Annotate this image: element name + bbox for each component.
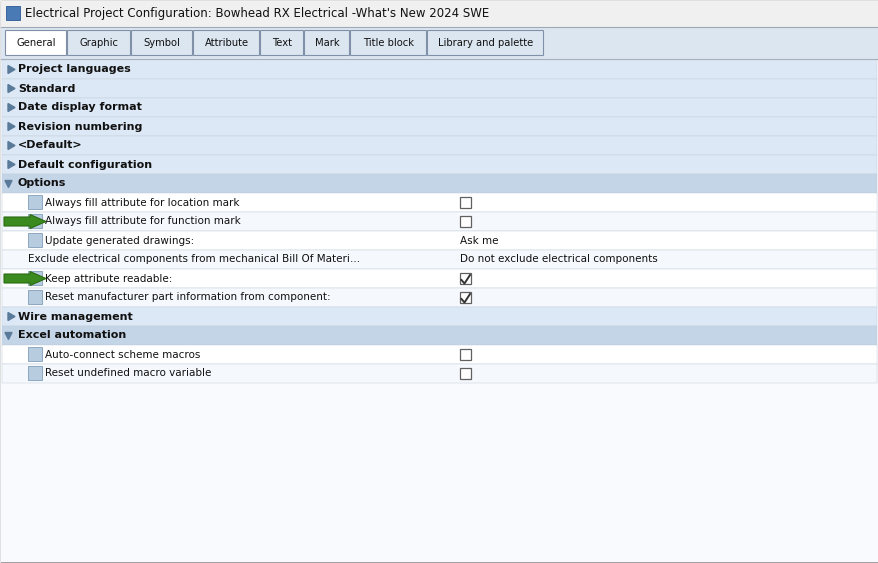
Bar bbox=[459, 292, 471, 303]
Text: Update generated drawings:: Update generated drawings: bbox=[45, 235, 194, 245]
Text: Excel automation: Excel automation bbox=[18, 330, 126, 341]
FancyBboxPatch shape bbox=[260, 30, 303, 56]
Text: Electrical Project Configuration: Bowhead RX Electrical -What's New 2024 SWE: Electrical Project Configuration: Bowhea… bbox=[25, 7, 489, 20]
Bar bbox=[459, 197, 471, 208]
Bar bbox=[28, 347, 42, 361]
FancyArrow shape bbox=[4, 215, 46, 229]
Bar bbox=[28, 271, 42, 285]
Bar bbox=[1, 27, 877, 59]
Bar bbox=[2, 212, 876, 231]
Text: Graphic: Graphic bbox=[79, 38, 119, 48]
Text: Always fill attribute for function mark: Always fill attribute for function mark bbox=[45, 217, 241, 226]
Bar bbox=[2, 193, 876, 212]
Bar bbox=[2, 174, 876, 193]
Bar bbox=[2, 345, 876, 364]
Bar bbox=[459, 216, 471, 227]
FancyBboxPatch shape bbox=[427, 30, 543, 56]
Text: Revision numbering: Revision numbering bbox=[18, 122, 142, 132]
Polygon shape bbox=[8, 312, 15, 320]
Bar bbox=[2, 231, 876, 250]
Bar bbox=[2, 98, 876, 117]
FancyBboxPatch shape bbox=[193, 30, 259, 56]
Text: Exclude electrical components from mechanical Bill Of Materi…: Exclude electrical components from mecha… bbox=[28, 254, 360, 265]
Bar bbox=[28, 233, 42, 247]
Polygon shape bbox=[8, 104, 15, 111]
Bar bbox=[28, 290, 42, 304]
Text: Always fill attribute for location mark: Always fill attribute for location mark bbox=[45, 198, 239, 208]
Text: Date display format: Date display format bbox=[18, 102, 141, 113]
FancyBboxPatch shape bbox=[68, 30, 130, 56]
Bar bbox=[2, 79, 876, 98]
Text: Text: Text bbox=[271, 38, 291, 48]
Bar bbox=[2, 326, 876, 345]
Text: Title block: Title block bbox=[363, 38, 414, 48]
Bar bbox=[1, 1, 877, 27]
Text: Wire management: Wire management bbox=[18, 311, 133, 321]
Bar bbox=[2, 155, 876, 174]
Text: Project languages: Project languages bbox=[18, 65, 131, 74]
Text: Symbol: Symbol bbox=[143, 38, 180, 48]
Text: Reset manufacturer part information from component:: Reset manufacturer part information from… bbox=[45, 293, 330, 302]
Bar bbox=[2, 364, 876, 383]
Bar bbox=[459, 349, 471, 360]
Polygon shape bbox=[8, 84, 15, 92]
Bar bbox=[2, 117, 876, 136]
Text: Mark: Mark bbox=[314, 38, 339, 48]
Bar bbox=[28, 195, 42, 209]
Polygon shape bbox=[8, 65, 15, 74]
Bar bbox=[28, 366, 42, 380]
Bar bbox=[459, 368, 471, 379]
Polygon shape bbox=[8, 123, 15, 131]
FancyArrow shape bbox=[4, 271, 46, 285]
Bar bbox=[2, 288, 876, 307]
Text: Options: Options bbox=[18, 178, 67, 189]
Bar bbox=[2, 269, 876, 288]
Bar bbox=[2, 60, 876, 79]
Bar bbox=[459, 273, 471, 284]
Bar bbox=[2, 250, 876, 269]
Bar bbox=[2, 307, 876, 326]
Text: Attribute: Attribute bbox=[205, 38, 248, 48]
Bar bbox=[1, 59, 877, 562]
FancyBboxPatch shape bbox=[350, 30, 426, 56]
Polygon shape bbox=[8, 160, 15, 168]
Text: Reset undefined macro variable: Reset undefined macro variable bbox=[45, 369, 211, 378]
Bar bbox=[28, 214, 42, 228]
Text: Standard: Standard bbox=[18, 83, 76, 93]
Text: Default configuration: Default configuration bbox=[18, 159, 152, 169]
Text: Ask me: Ask me bbox=[459, 235, 498, 245]
Polygon shape bbox=[5, 181, 12, 187]
Text: Auto-connect scheme macros: Auto-connect scheme macros bbox=[45, 350, 200, 360]
Text: General: General bbox=[16, 38, 55, 48]
Polygon shape bbox=[5, 333, 12, 339]
FancyBboxPatch shape bbox=[304, 30, 349, 56]
Bar bbox=[6, 6, 20, 20]
Text: Keep attribute readable:: Keep attribute readable: bbox=[45, 274, 172, 284]
FancyBboxPatch shape bbox=[5, 30, 67, 56]
Polygon shape bbox=[8, 141, 15, 150]
Text: Library and palette: Library and palette bbox=[437, 38, 533, 48]
FancyBboxPatch shape bbox=[132, 30, 192, 56]
Bar bbox=[2, 136, 876, 155]
Text: Do not exclude electrical components: Do not exclude electrical components bbox=[459, 254, 657, 265]
Text: <Default>: <Default> bbox=[18, 141, 83, 150]
